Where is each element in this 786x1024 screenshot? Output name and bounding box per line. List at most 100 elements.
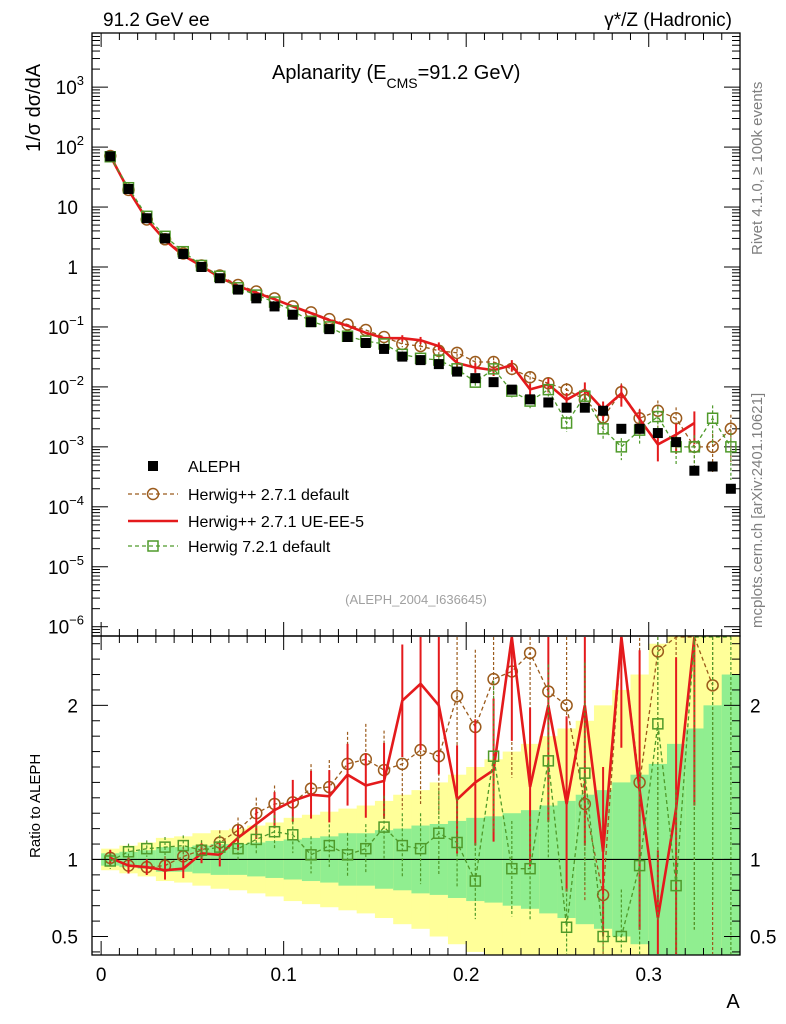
- ratio-y-tick-label-right: 2: [750, 696, 761, 717]
- y-tick-label-exponent: −6: [69, 613, 84, 628]
- y-tick-label: 10−1: [48, 313, 84, 339]
- data-point: [488, 377, 499, 388]
- data-point: [579, 402, 590, 413]
- data-point: [397, 351, 408, 362]
- y-tick-label-exponent: −1: [69, 313, 84, 328]
- ratio-marker: [305, 849, 317, 861]
- series-marker: [487, 363, 500, 375]
- data-point: [233, 284, 244, 295]
- ratio-marker: [487, 672, 500, 686]
- ratio-marker: [268, 825, 281, 838]
- series-line: [109, 156, 732, 448]
- data-point: [598, 405, 609, 416]
- ratio-y-axis-label: Ratio to ALEPH: [27, 754, 44, 858]
- ratio-marker: [524, 862, 536, 875]
- legend-label: ALEPH: [188, 459, 240, 476]
- ratio-marker: [651, 645, 665, 658]
- ratio-y-tick-label-right: 1: [750, 850, 761, 871]
- ratio-marker: [195, 844, 208, 856]
- series-line: [109, 155, 732, 448]
- ratio-marker: [323, 839, 336, 852]
- ratio-y-tick-label-right: 0.5: [750, 928, 776, 949]
- y-tick-label: 102: [56, 133, 84, 159]
- ratio-marker: [214, 841, 226, 853]
- data-point: [452, 366, 463, 377]
- series-marker: [597, 423, 609, 435]
- y-tick-label-base: 1: [67, 258, 78, 279]
- ratio-marker: [523, 646, 537, 660]
- data-point: [141, 213, 152, 224]
- data-point: [269, 301, 280, 312]
- legend-marker: [148, 461, 158, 471]
- ratio-marker: [670, 879, 682, 892]
- data-point: [324, 324, 335, 335]
- y-tick-label-base: 10: [48, 318, 69, 339]
- y-tick-label-exponent: −3: [69, 433, 84, 448]
- data-point: [671, 437, 682, 448]
- y-tick-label: 10: [57, 198, 78, 219]
- ratio-uncertainty-bands: [92, 636, 741, 955]
- y-tick-label: 10−3: [48, 433, 84, 459]
- y-tick-label-base: 10: [57, 198, 78, 219]
- y-tick-label-base: 10: [48, 378, 69, 399]
- ratio-marker: [104, 855, 117, 867]
- chart-title-end: =91.2 GeV): [418, 62, 521, 84]
- data-point: [634, 423, 645, 434]
- ratio-y-tick-label: 1: [67, 850, 78, 871]
- ratio-marker: [360, 842, 372, 855]
- ratio-panel-ticks: 0 0.1 0.2 0.3 0.5 0.5 1 1 2 2: [52, 636, 776, 986]
- y-tick-label-exponent: 3: [77, 73, 84, 88]
- ratio-y-tick-label: 0.5: [52, 928, 78, 949]
- process-label: γ*/Z (Hadronic): [604, 10, 732, 31]
- series-marker: [688, 441, 701, 453]
- ratio-marker: [433, 827, 445, 840]
- ratio-marker: [378, 821, 390, 833]
- ratio-marker: [615, 930, 628, 943]
- ratio-marker: [506, 862, 518, 875]
- series-marker: [542, 383, 555, 396]
- data-point: [470, 373, 481, 384]
- y-tick-label-exponent: −2: [69, 373, 84, 388]
- series-marker: [651, 404, 665, 418]
- data-point: [178, 248, 189, 259]
- ratio-marker: [597, 930, 609, 943]
- ratio-marker: [396, 839, 409, 852]
- y-tick-label: 10−5: [48, 553, 84, 579]
- ratio-marker: [579, 767, 591, 779]
- series-marker: [615, 441, 628, 453]
- y-tick-label-base: 10: [48, 618, 69, 639]
- data-point: [287, 309, 298, 320]
- ratio-marker: [560, 699, 573, 712]
- data-point: [105, 151, 116, 162]
- y-tick-label-base: 10: [48, 498, 69, 519]
- legend-label: Herwig++ 2.7.1 UE-EE-5: [188, 514, 364, 531]
- y-tick-label: 103: [56, 73, 84, 99]
- ratio-panel-frame: [91, 635, 741, 956]
- data-point: [123, 183, 134, 194]
- legend: ALEPH Herwig++ 2.7.1 default Herwig++ 2.7.…: [128, 459, 364, 556]
- ratio-marker: [122, 845, 135, 858]
- data-point: [525, 394, 536, 405]
- y-tick-label: 10−2: [48, 373, 84, 399]
- y-tick-label-exponent: 2: [77, 133, 84, 148]
- series-marker: [560, 417, 573, 429]
- ratio-marker: [141, 842, 153, 855]
- ratio-marker: [341, 849, 354, 861]
- y-tick-label-exponent: −5: [69, 553, 84, 568]
- series-marker: [450, 346, 464, 360]
- data-point: [360, 337, 371, 348]
- data-point: [160, 233, 171, 244]
- x-tick-label: 0: [96, 965, 107, 986]
- series-marker: [706, 412, 719, 425]
- data-point: [561, 402, 572, 413]
- data-point: [707, 461, 718, 472]
- ratio-marker: [542, 755, 555, 767]
- y-tick-label: 1: [67, 258, 78, 279]
- ratio-marker: [652, 718, 664, 730]
- data-point: [543, 397, 554, 408]
- ratio-marker: [451, 836, 463, 849]
- series-marker: [579, 390, 591, 402]
- data-point: [506, 384, 517, 395]
- data-point: [379, 343, 390, 354]
